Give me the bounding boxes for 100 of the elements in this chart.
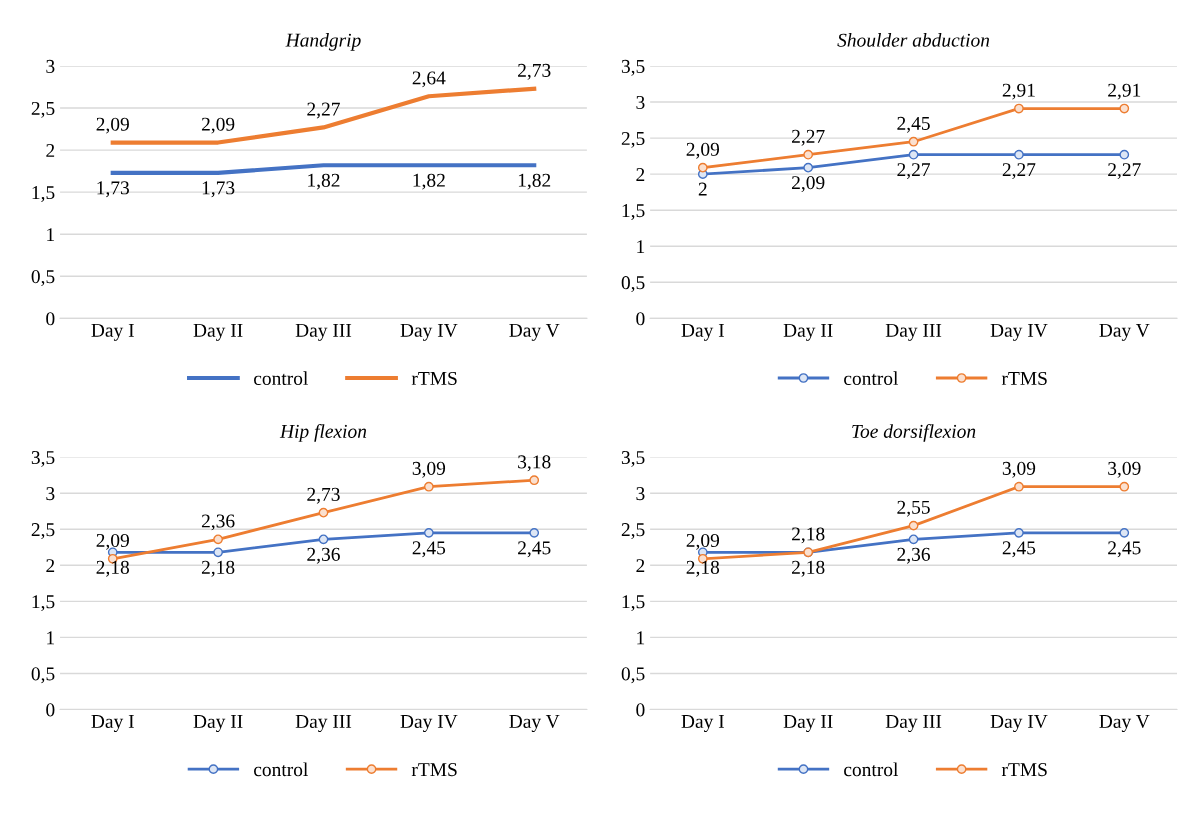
- data-label: 2,55: [897, 500, 930, 517]
- y-tick-label: 0,5: [31, 667, 55, 684]
- data-label: 2,27: [307, 102, 340, 119]
- data-label: 2,27: [1002, 163, 1036, 180]
- data-label: 2,18: [792, 527, 825, 544]
- data-label: 2,45: [518, 541, 551, 558]
- data-label: 2,18: [686, 560, 720, 577]
- x-tick-label: Day III: [295, 715, 352, 732]
- x-tick-label: Day V: [509, 715, 560, 732]
- x-tick-label: Day IV: [990, 323, 1048, 341]
- point: [908, 520, 919, 531]
- y-tick-label: 0,5: [31, 270, 55, 287]
- y-tick-label: 3,5: [621, 451, 645, 467]
- y-tick-label: 2,5: [31, 523, 55, 539]
- chart-title: Hip flexion: [279, 424, 367, 442]
- y-tick-label: 0: [46, 312, 55, 326]
- data-label: 1,82: [308, 173, 340, 190]
- x-tick-label: Day V: [1099, 323, 1150, 341]
- legend-label: rTMS: [1001, 763, 1047, 777]
- data-label: 2,45: [412, 541, 446, 558]
- point: [529, 527, 540, 538]
- y-tick-label: 3,5: [31, 451, 55, 467]
- point: [1014, 527, 1024, 538]
- data-label: 1,73: [202, 181, 235, 198]
- data-label: 2,09: [686, 533, 720, 550]
- y-tick-label: 0,5: [621, 667, 645, 684]
- y-tick-label: 3: [636, 487, 645, 501]
- y-tick-label: 0: [636, 703, 645, 717]
- point: [213, 534, 223, 545]
- data-label: 2,91: [1002, 83, 1035, 100]
- x-tick-label: Day III: [885, 323, 942, 341]
- x-tick-label: Day III: [885, 715, 942, 732]
- data-label: 2,09: [96, 533, 129, 550]
- y-tick-label: 2: [636, 168, 645, 181]
- legend-label: rTMS: [411, 371, 457, 385]
- data-label: 2,36: [307, 547, 340, 564]
- data-label: 3,09: [1108, 461, 1141, 478]
- data-label: 2,09: [96, 117, 129, 134]
- data-label: 2,18: [96, 560, 130, 577]
- data-label: 1,82: [413, 173, 445, 190]
- point: [1119, 149, 1130, 160]
- point: [529, 475, 540, 486]
- point: [1014, 103, 1024, 114]
- data-label: 2,09: [792, 176, 825, 192]
- point: [908, 534, 919, 545]
- data-label: 3,09: [412, 461, 446, 478]
- x-tick-label: Day I: [91, 715, 134, 732]
- y-tick-label: 2: [46, 143, 55, 157]
- legend-label: control: [844, 371, 899, 385]
- x-tick-label: Day IV: [400, 323, 458, 341]
- point: [908, 136, 919, 147]
- y-tick-label: 0,5: [621, 276, 645, 293]
- legend-label: control: [844, 762, 899, 777]
- y-tick-label: 2,5: [621, 131, 645, 148]
- x-tick-label: Day II: [783, 715, 833, 732]
- point: [213, 547, 223, 558]
- data-label: 2,27: [792, 129, 825, 146]
- y-tick-label: 1: [637, 631, 645, 645]
- data-label: 2,73: [307, 487, 340, 504]
- data-label: 2,64: [412, 71, 446, 88]
- point: [803, 149, 814, 160]
- y-tick-label: 2,5: [621, 523, 645, 539]
- data-label: 2,45: [897, 116, 930, 133]
- y-tick-label: 1,5: [622, 595, 645, 612]
- y-tick-label: 0: [636, 312, 645, 326]
- point: [423, 527, 434, 538]
- point: [1119, 103, 1130, 114]
- y-tick-label: 1: [637, 240, 645, 253]
- data-label: 3,09: [1002, 461, 1036, 478]
- y-tick-label: 1,5: [32, 595, 55, 612]
- y-tick-label: 2,5: [31, 101, 55, 118]
- chart-title: Toe dorsiflexion: [852, 424, 976, 442]
- data-label: 2: [698, 182, 707, 196]
- data-label: 1,73: [97, 181, 129, 198]
- data-label: 2,18: [792, 560, 825, 577]
- point: [908, 149, 919, 160]
- x-tick-label: Day I: [681, 715, 724, 732]
- point: [697, 162, 708, 173]
- x-tick-label: Day II: [783, 323, 833, 341]
- data-label: 2,09: [686, 142, 720, 159]
- data-label: 1,82: [518, 173, 551, 190]
- point: [1119, 527, 1130, 538]
- y-tick-label: 2: [636, 559, 645, 573]
- data-label: 2,45: [1108, 541, 1141, 558]
- data-label: 3,18: [518, 455, 551, 472]
- data-label: 2,91: [1108, 83, 1141, 100]
- x-tick-label: Day III: [295, 323, 352, 341]
- point: [1119, 481, 1130, 492]
- x-tick-label: Day I: [681, 323, 724, 341]
- x-tick-label: Day IV: [400, 715, 458, 732]
- chart-title: Handgrip: [285, 33, 361, 51]
- point: [423, 481, 434, 492]
- x-tick-label: Day I: [91, 323, 134, 341]
- y-tick-label: 3: [46, 487, 55, 501]
- data-label: 2,27: [1108, 163, 1141, 180]
- y-tick-label: 1,5: [622, 204, 645, 220]
- point: [1014, 149, 1024, 160]
- x-tick-label: Day IV: [990, 715, 1048, 732]
- legend-label: rTMS: [1001, 371, 1047, 385]
- y-tick-label: 3,5: [621, 59, 645, 76]
